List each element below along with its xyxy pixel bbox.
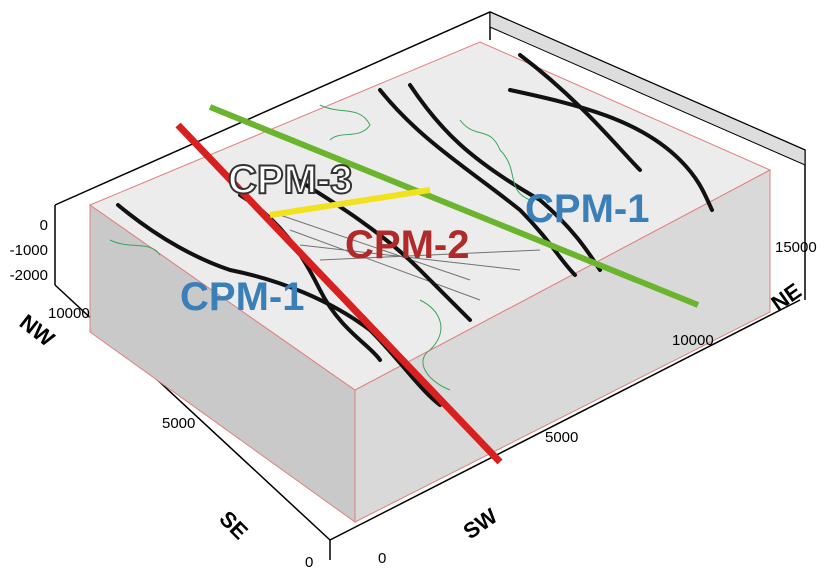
nw-se-tick: 5000 bbox=[162, 415, 195, 432]
zone-label: CPM-3 bbox=[228, 158, 352, 202]
zone-label: CPM-1 bbox=[525, 187, 649, 231]
zone-label: CPM-1 bbox=[180, 275, 304, 319]
depth-tick: -2000 bbox=[10, 267, 48, 284]
direction-label: SW bbox=[459, 503, 503, 544]
sw-ne-tick: 15000 bbox=[775, 239, 817, 256]
depth-tick: 0 bbox=[40, 217, 48, 234]
direction-label: SE bbox=[214, 506, 252, 544]
sw-ne-tick: 10000 bbox=[672, 332, 714, 349]
nw-se-tick: 10000 bbox=[48, 305, 90, 322]
depth-tick: -1000 bbox=[10, 242, 48, 259]
sw-ne-tick: 5000 bbox=[545, 429, 578, 446]
nw-se-tick: 0 bbox=[305, 554, 313, 571]
sw-ne-tick: 0 bbox=[378, 550, 386, 567]
direction-label: NE bbox=[767, 278, 806, 316]
zone-label: CPM-2 bbox=[345, 223, 469, 267]
block-diagram: CPM-3 CPM-2 CPM-1 CPM-1 0 -1000 -2000 10… bbox=[0, 0, 825, 572]
